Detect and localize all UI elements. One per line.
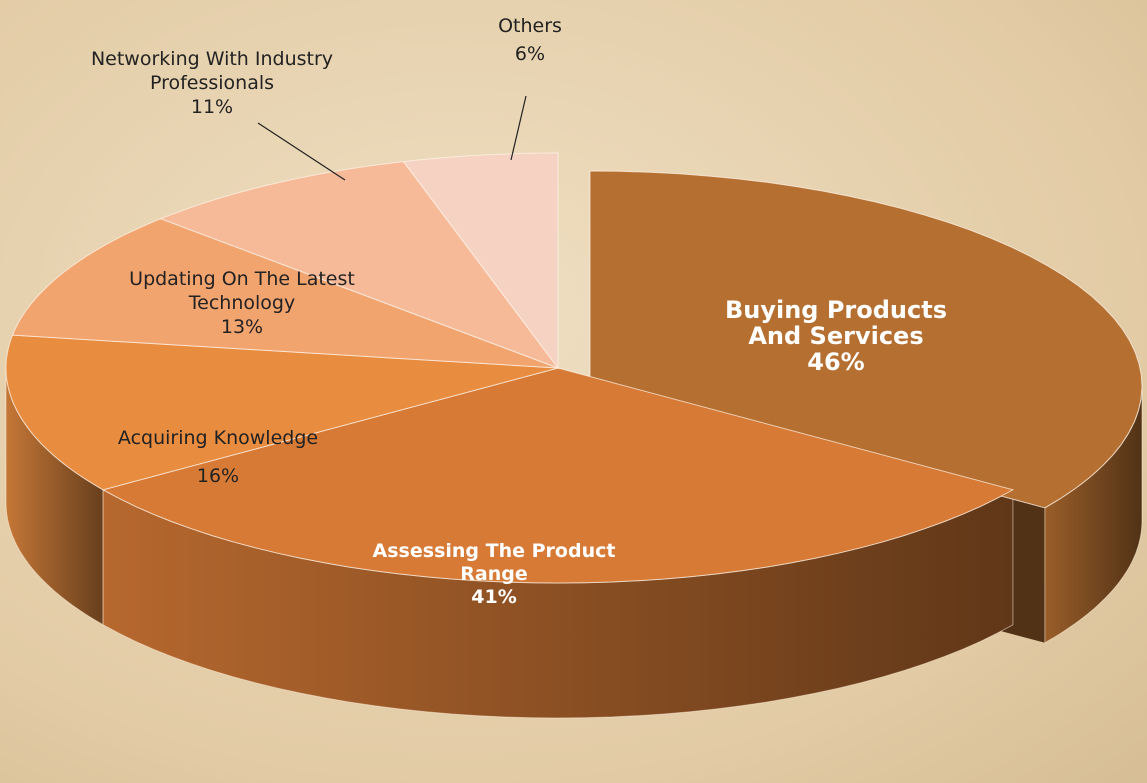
slice xyxy=(101,367,1015,584)
slice xyxy=(589,170,1143,509)
category-label: Assessing The Product Range xyxy=(372,540,616,585)
slice-label: Acquiring Knowledge 16% xyxy=(68,426,368,488)
slice xyxy=(159,161,560,370)
value-label: 16% xyxy=(196,465,240,487)
value-label: 41% xyxy=(471,586,517,608)
value-label: 46% xyxy=(807,348,865,376)
slice xyxy=(5,334,559,491)
category-label: Updating On The Latest Technology xyxy=(129,268,355,314)
category-label: Others xyxy=(498,15,562,37)
slice xyxy=(11,218,559,369)
slice-label: Buying Products And Services 46% xyxy=(721,297,951,375)
slice-label: Assessing The Product Range 41% xyxy=(359,540,629,609)
category-label: Acquiring Knowledge xyxy=(117,427,319,449)
slice xyxy=(402,152,559,370)
leader-line xyxy=(257,122,346,181)
category-label: Networking With Industry Professionals xyxy=(90,48,334,94)
tops xyxy=(5,152,1143,584)
slice-label: Networking With Industry Professionals 11… xyxy=(52,47,372,119)
value-label: 11% xyxy=(190,96,234,118)
leader-line xyxy=(510,95,527,161)
category-label: Buying Products And Services xyxy=(724,296,948,350)
value-label: 6% xyxy=(514,43,546,65)
slice-label: Others 6% xyxy=(460,14,600,66)
slice-label: Updating On The Latest Technology 13% xyxy=(97,267,387,339)
value-label: 13% xyxy=(220,316,264,338)
